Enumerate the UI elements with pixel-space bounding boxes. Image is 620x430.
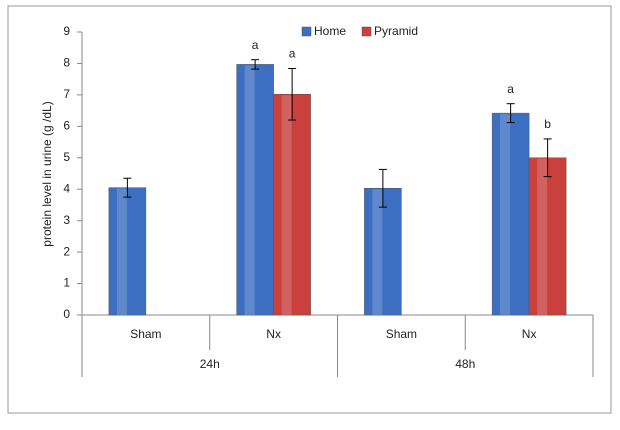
legend-swatch [301,26,312,37]
legend-label: Pyramid [374,24,418,38]
bar [273,94,311,316]
y-tick-label: 2 [63,244,70,258]
y-tick-label: 3 [63,213,70,227]
y-tick-label: 9 [63,24,70,38]
bar-highlight [372,189,383,315]
y-tick-label: 4 [63,181,70,195]
x-tick-label: Nx [522,327,537,341]
x-tick-label: Sham [386,327,417,341]
bar [491,112,530,316]
group-label: 48h [455,357,475,371]
x-tick-label: Sham [130,327,161,341]
bar [236,64,274,316]
y-tick-label: 1 [63,276,70,290]
bar-highlight [116,188,127,315]
bar-highlight [500,114,511,315]
y-tick-label: 7 [63,87,70,101]
y-tick-label: 0 [63,307,70,321]
y-tick-label: 5 [63,150,70,164]
legend-swatch [361,26,372,37]
group-label: 24h [200,357,220,371]
bar [108,187,147,316]
annotation: a [289,47,296,61]
bar-highlight [281,95,292,315]
bar-highlight [537,158,548,315]
bar [364,188,402,316]
bar [528,157,567,316]
y-tick-label: 8 [63,56,70,70]
bar-highlight [244,65,255,315]
legend-label: Home [314,24,346,38]
y-tick-label: 6 [63,119,70,133]
annotation: a [252,38,259,52]
annotation: b [544,117,551,131]
annotation: a [507,82,514,96]
x-tick-label: Nx [266,327,281,341]
y-axis-label: protein level in urine (g /dL) [40,101,54,246]
